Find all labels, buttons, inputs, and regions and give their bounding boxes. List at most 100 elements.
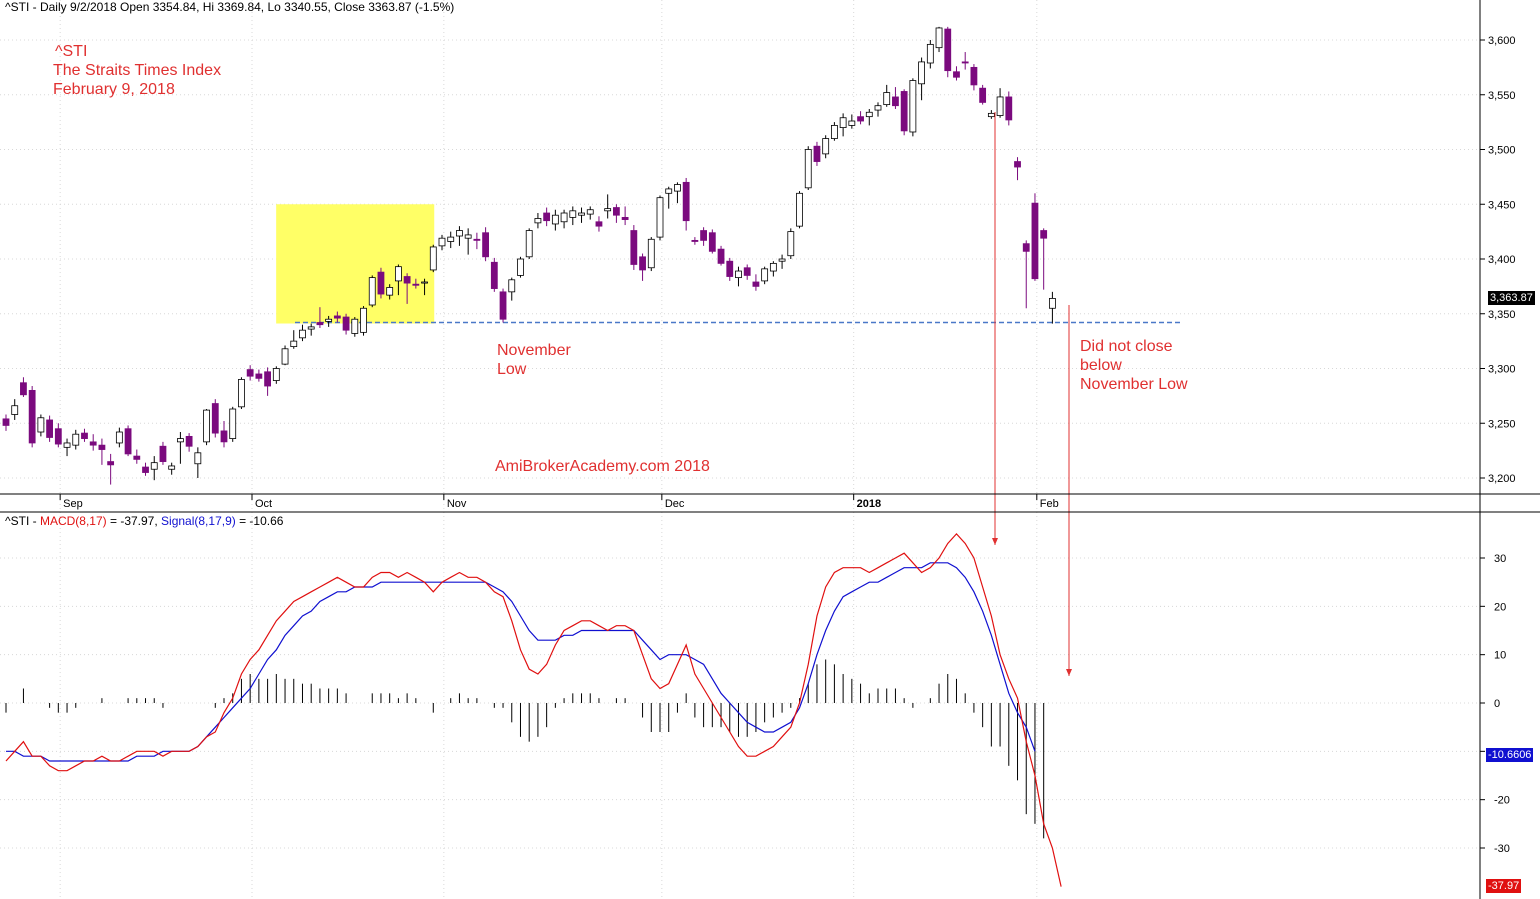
- candle-down: [98, 444, 106, 450]
- candle-down: [717, 248, 725, 264]
- candle-up: [438, 237, 446, 247]
- candle-down: [342, 316, 350, 331]
- candle-down: [1040, 230, 1048, 239]
- macd-tick-label: -30: [1494, 843, 1510, 855]
- candle-up: [874, 105, 882, 111]
- candle-down: [1022, 243, 1030, 252]
- candle-up: [229, 408, 237, 439]
- candle-up: [569, 210, 577, 218]
- gridlines: [0, 0, 1480, 899]
- candle-down: [482, 232, 490, 258]
- candle-up: [665, 188, 673, 194]
- macd-tick-label: 30: [1494, 553, 1506, 565]
- candle-up: [935, 27, 943, 49]
- month-tick-label: 2018: [857, 498, 881, 510]
- candle-up: [421, 281, 428, 284]
- candle-up: [176, 438, 184, 443]
- candle-down: [142, 466, 149, 473]
- candle-up: [604, 208, 612, 212]
- candle-up: [534, 218, 542, 224]
- candle-up: [456, 230, 463, 237]
- candle-up: [996, 96, 1004, 116]
- candle-up: [299, 329, 306, 339]
- candle-down: [892, 96, 899, 107]
- candle-up: [37, 417, 45, 433]
- price-tick-label: 3,400: [1488, 254, 1516, 266]
- candle-down: [682, 181, 690, 222]
- candle-up: [551, 214, 559, 225]
- candle-up: [290, 340, 298, 347]
- candle-down: [211, 403, 219, 434]
- candle-down: [89, 441, 97, 446]
- candle-up: [11, 405, 19, 415]
- candle-down: [857, 116, 864, 122]
- candle-down: [81, 432, 88, 439]
- price-tick-label: 3,500: [1488, 145, 1516, 157]
- candle-up: [987, 112, 995, 118]
- candle-down: [630, 230, 638, 265]
- candle-down: [133, 455, 141, 460]
- candle-down: [20, 382, 27, 396]
- candle-up: [831, 125, 838, 139]
- price-tick-label: 3,450: [1488, 199, 1516, 211]
- price-tick-label: 3,600: [1488, 35, 1516, 47]
- price-tick-label: 3,300: [1488, 364, 1516, 376]
- candle-down: [708, 232, 716, 252]
- candle-up: [839, 117, 847, 129]
- price-tick-label: 3,550: [1488, 90, 1516, 102]
- candle-up: [918, 61, 925, 85]
- candle-down: [499, 291, 507, 320]
- candle-up: [203, 409, 210, 443]
- candle-down: [403, 276, 411, 284]
- candle-down: [900, 91, 908, 132]
- candle-up: [447, 236, 455, 242]
- candle-down: [316, 322, 324, 326]
- macd-header-prefix: ^STI -: [5, 514, 40, 528]
- macd-tick-label: 0: [1494, 698, 1500, 710]
- candle-up: [464, 234, 472, 239]
- candle-up: [796, 192, 803, 227]
- candle-up: [238, 379, 245, 408]
- candle-up: [822, 138, 830, 155]
- candle-down: [639, 256, 646, 271]
- did-not-close-label-2: below: [1080, 357, 1122, 374]
- macd-tick-label: 10: [1494, 650, 1506, 662]
- price-candles: [2, 26, 1056, 485]
- candle-down: [726, 260, 734, 277]
- candle-up: [351, 318, 359, 334]
- candle-up: [360, 307, 367, 333]
- november-low-label-1: November: [497, 342, 571, 359]
- candle-up: [272, 368, 280, 381]
- candle-down: [613, 207, 620, 216]
- signal-last-tag: -10.6606: [1486, 748, 1534, 762]
- november-range-highlight: [276, 204, 435, 324]
- candle-down: [700, 230, 707, 241]
- candle-down: [107, 461, 115, 466]
- candle-up: [194, 452, 202, 465]
- candle-down: [1031, 202, 1039, 280]
- price-tick-label: 3,250: [1488, 418, 1516, 430]
- candle-down: [473, 238, 481, 241]
- candle-up: [578, 212, 585, 216]
- title-date: February 9, 2018: [53, 81, 175, 98]
- candle-up: [647, 238, 655, 269]
- candle-down: [1005, 96, 1013, 121]
- candle-down: [54, 428, 62, 445]
- candle-down: [185, 435, 193, 447]
- candle-down: [595, 221, 603, 227]
- macd-tick-label: 20: [1494, 601, 1506, 613]
- candle-up: [508, 279, 516, 293]
- candle-up: [848, 120, 856, 126]
- candle-down: [979, 87, 987, 103]
- candle-up: [307, 326, 315, 330]
- signal-legend-label: Signal(8,17,9): [161, 514, 236, 528]
- candle-up: [281, 348, 289, 365]
- candle-up: [368, 277, 376, 306]
- candle-down: [333, 315, 341, 319]
- macd-last-tag: -37.97: [1486, 879, 1522, 893]
- watermark: AmiBrokerAcademy.com 2018: [495, 458, 710, 475]
- did-not-close-label-3: November Low: [1080, 376, 1188, 393]
- candle-up: [865, 111, 873, 118]
- title-index-name: The Straits Times Index: [53, 62, 222, 79]
